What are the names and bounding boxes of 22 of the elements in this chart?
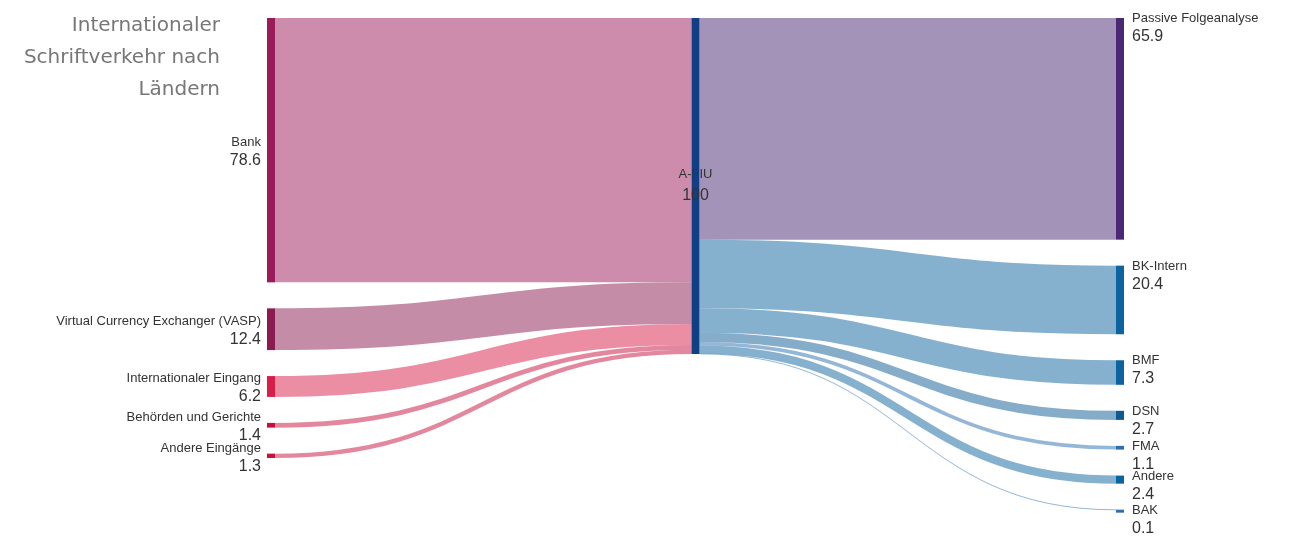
data-label: 12.4 xyxy=(229,330,262,348)
category-label: BAK xyxy=(1132,501,1159,517)
data-label: 20.4 xyxy=(1132,274,1164,292)
category-label: DSN xyxy=(1132,402,1160,418)
category-label: Internationaler Eingang xyxy=(126,370,261,386)
category-label: BMF xyxy=(1132,352,1160,368)
data-label: 1.1 xyxy=(1132,454,1155,472)
data-label: 6.2 xyxy=(238,387,262,405)
data-label: 65.9 xyxy=(1132,27,1164,44)
category-label: Passive Folgeanalyse xyxy=(1132,10,1259,25)
data-label: 0.1 xyxy=(1132,518,1155,536)
category-label: BK-Intern xyxy=(1132,257,1187,273)
category-label: Virtual Currency Exchanger (VASP) xyxy=(56,313,261,329)
text: Internationaler Schriftverkehr nach Ländern xyxy=(22,11,220,102)
data-label: 2.7 xyxy=(1132,419,1155,437)
data-label: 7.3 xyxy=(1132,369,1155,387)
data-label: 2.4 xyxy=(1132,484,1155,502)
data-label: 78.6 xyxy=(229,151,262,169)
category-label: Behörden und Gerichte xyxy=(126,409,261,425)
category-label: FMA xyxy=(1132,437,1160,453)
data-label: 1.3 xyxy=(238,456,262,474)
category-label: Bank xyxy=(231,134,262,150)
